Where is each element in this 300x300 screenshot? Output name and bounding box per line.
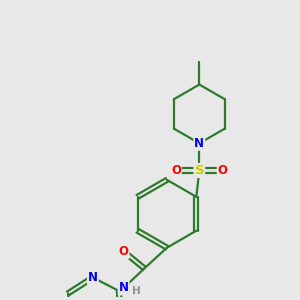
Text: N: N — [194, 137, 204, 150]
Text: O: O — [218, 164, 228, 177]
Text: S: S — [194, 164, 204, 177]
Text: H: H — [132, 286, 141, 296]
Text: O: O — [118, 245, 129, 258]
Text: N: N — [88, 271, 98, 284]
Text: N: N — [118, 281, 129, 295]
Text: O: O — [171, 164, 181, 177]
